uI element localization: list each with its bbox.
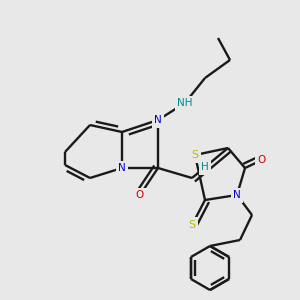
Text: O: O <box>136 190 144 200</box>
Text: O: O <box>258 155 266 165</box>
Text: N: N <box>154 115 162 125</box>
Text: S: S <box>191 150 199 160</box>
Text: H: H <box>201 162 209 172</box>
Text: S: S <box>188 220 196 230</box>
Text: N: N <box>233 190 241 200</box>
Text: N: N <box>118 163 126 173</box>
Text: NH: NH <box>177 98 193 108</box>
